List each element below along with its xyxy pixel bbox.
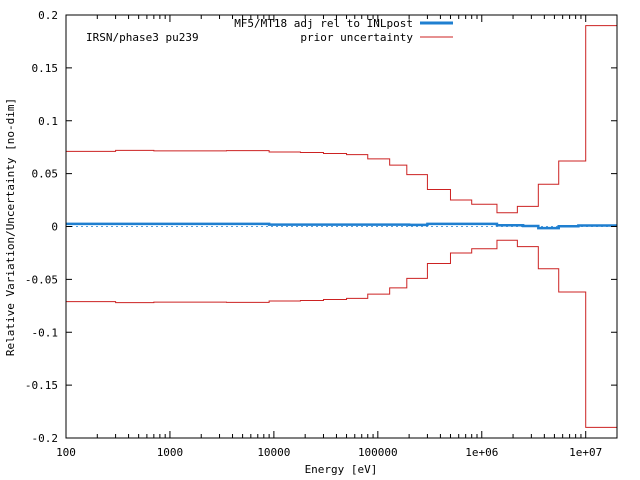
annotation-text: IRSN/phase3 pu239 [86, 31, 199, 44]
y-tick-label-6: -0.1 [32, 326, 59, 339]
x-tick-label-4: 1e+06 [465, 446, 498, 459]
y-tick-label-4: 0 [51, 221, 58, 234]
y-tick-label-3: 0.05 [32, 168, 59, 181]
x-tick-label-0: 100 [56, 446, 76, 459]
x-tick-label-3: 100000 [358, 446, 398, 459]
y-tick-label-5: -0.05 [25, 273, 58, 286]
series-layer [66, 25, 617, 428]
x-axis-label: Energy [eV] [305, 463, 378, 476]
legend-label-prior: prior uncertainty [300, 31, 413, 44]
y-tick-label-0: 0.2 [38, 9, 58, 22]
series-mf5-mt18-adj [66, 222, 617, 230]
plot-frame [65, 14, 618, 439]
y-axis-label: Relative Variation/Uncertainty [no-dim] [4, 98, 17, 356]
x-tick-label-2: 10000 [257, 446, 290, 459]
series-prior-uncertainty-lower [66, 239, 617, 428]
y-tick-label-1: 0.15 [32, 62, 59, 75]
y-tick-label-8: -0.2 [32, 432, 59, 445]
x-tick-label-5: 1e+07 [569, 446, 602, 459]
x-tick-label-1: 1000 [157, 446, 184, 459]
legend-label-adj: MF5/MT18 adj rel to INLpost [234, 17, 413, 30]
y-tick-label-7: -0.15 [25, 379, 58, 392]
y-tick-label-2: 0.1 [38, 115, 58, 128]
legend: MF5/MT18 adj rel to INLpost prior uncert… [234, 17, 453, 44]
series-prior-uncertainty-upper [66, 25, 617, 214]
